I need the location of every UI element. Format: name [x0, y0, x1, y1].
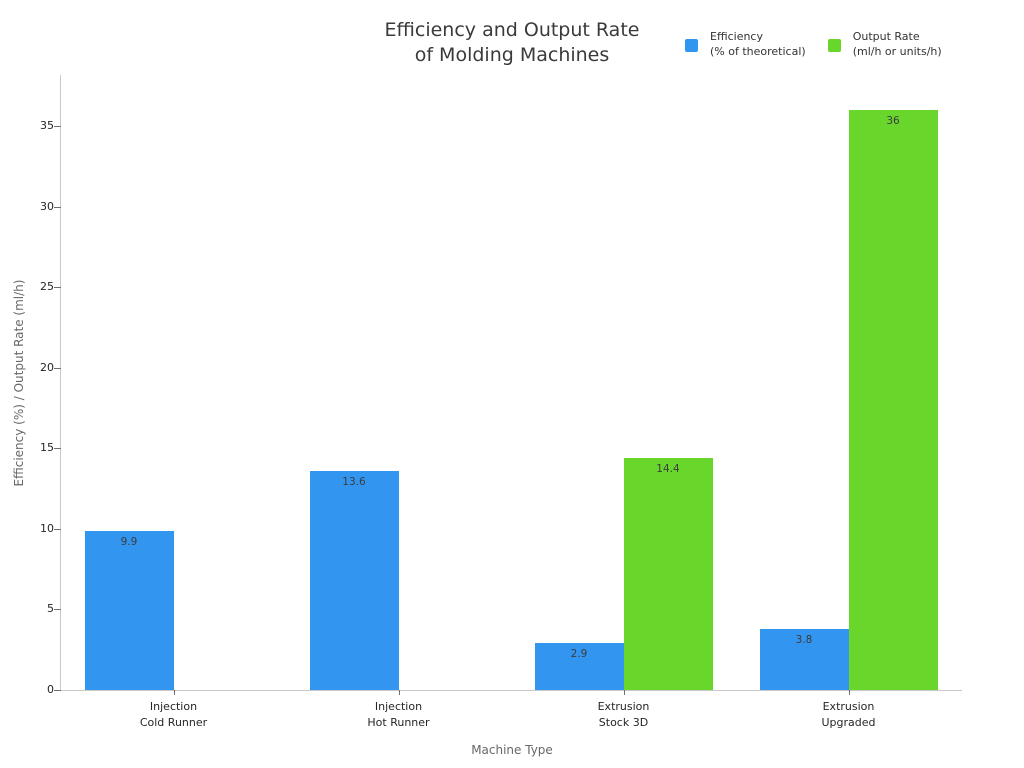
legend-swatch	[685, 39, 698, 52]
y-tick-label: 30	[40, 199, 54, 213]
bar-value-label: 36	[886, 115, 900, 128]
legend: Efficiency (% of theoretical) Output Rate (…	[685, 29, 942, 59]
chart-title: Efficiency and Output Rate of Molding Ma…	[0, 18, 1024, 68]
bar-value-label: 13.6	[342, 475, 366, 488]
bar-value-label: 14.4	[656, 463, 680, 476]
bar-value-label: 3.8	[795, 633, 813, 646]
bar	[534, 643, 624, 690]
y-tick-mark	[54, 609, 61, 611]
y-tick-mark	[54, 448, 61, 450]
x-tick-label-line: Injection	[374, 700, 423, 713]
x-tick-label: Injection Cold Runner	[84, 699, 264, 731]
y-tick-mark	[54, 528, 61, 530]
x-tick-label-line: Extrusion	[597, 700, 650, 713]
legend-label: Efficiency (% of theoretical)	[710, 29, 806, 59]
x-tick-label-line: Stock 3D	[598, 716, 649, 729]
x-tick-label: Extrusion Stock 3D	[534, 699, 714, 731]
y-tick-mark	[54, 690, 61, 691]
y-tick-label: 5	[47, 602, 54, 616]
y-tick-label: 0	[47, 683, 54, 696]
y-tick-mark	[54, 287, 61, 289]
legend-label: Output Rate (ml/h or units/h)	[853, 29, 942, 59]
legend-label-line: Efficiency	[710, 30, 763, 43]
bar	[84, 530, 174, 690]
x-tick-mark	[398, 690, 400, 695]
legend-item: Output Rate (ml/h or units/h)	[827, 29, 942, 59]
y-tick-label: 25	[40, 280, 54, 294]
x-tick-label-line: Upgraded	[821, 716, 876, 729]
bar	[309, 470, 399, 690]
x-tick-label: Injection Hot Runner	[309, 699, 489, 731]
y-tick-mark	[54, 367, 61, 369]
x-tick-mark	[173, 690, 175, 695]
bar	[848, 110, 938, 690]
x-tick-mark	[623, 690, 625, 695]
y-tick-mark	[54, 126, 61, 128]
x-tick-label: Extrusion Upgraded	[759, 699, 939, 731]
x-tick-label-line: Extrusion	[822, 700, 875, 713]
bar	[623, 458, 713, 690]
y-axis-spine	[60, 75, 61, 690]
y-tick-label: 15	[40, 441, 54, 455]
bar	[759, 628, 849, 690]
legend-item: Efficiency (% of theoretical)	[685, 29, 806, 59]
chart-title-line2: of Molding Machines	[414, 44, 610, 66]
x-tick-mark	[848, 690, 850, 695]
bar-value-label: 2.9	[570, 648, 588, 661]
y-tick-mark	[54, 206, 61, 208]
legend-label-line: Output Rate	[852, 30, 920, 43]
x-tick-label-line: Cold Runner	[139, 716, 208, 729]
y-tick-label: 20	[40, 360, 54, 374]
x-tick-label-line: Injection	[149, 700, 198, 713]
x-axis-title: Machine Type	[471, 743, 553, 757]
x-tick-label-line: Hot Runner	[367, 716, 430, 729]
legend-label-line: (ml/h or units/h)	[852, 45, 942, 58]
y-tick-label: 35	[40, 119, 54, 133]
y-tick-label: 10	[40, 521, 54, 535]
chart-title-line1: Efficiency and Output Rate	[384, 19, 640, 41]
legend-label-line: (% of theoretical)	[710, 45, 806, 58]
bar-value-label: 9.9	[120, 535, 138, 548]
x-axis-spine	[60, 690, 962, 691]
legend-swatch	[827, 39, 841, 52]
